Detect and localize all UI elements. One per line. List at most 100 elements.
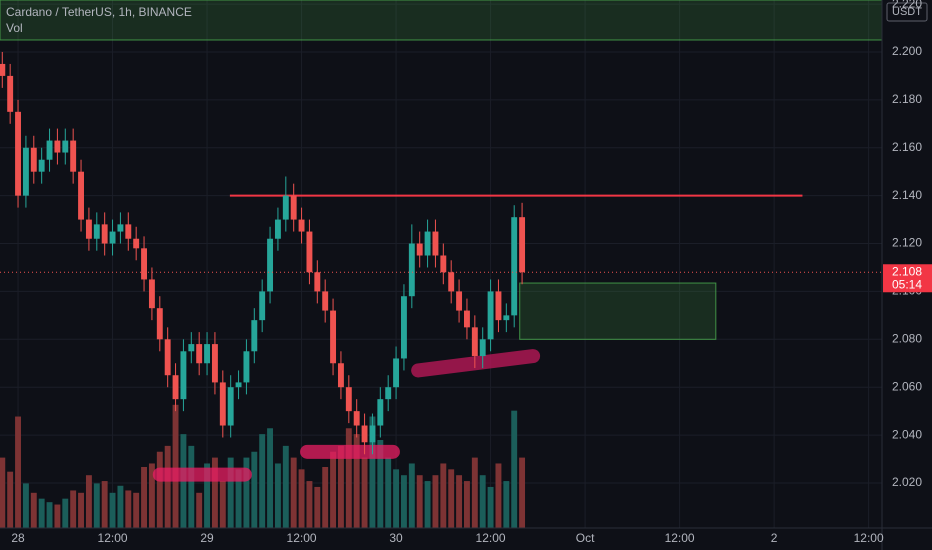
volume-bar [227,457,234,528]
x-tick-label: 12:00 [476,531,506,545]
volume-bar [393,469,400,528]
candle-body [46,140,53,160]
candle-body [282,195,289,220]
y-tick-label: 2.200 [892,44,922,58]
volume-bar [385,457,392,528]
candle-body [133,238,140,249]
candle-body [495,291,502,321]
volume-bar [243,457,250,528]
candle-body [180,351,187,400]
currency[interactable]: USDT [892,6,922,18]
volume-bar [125,490,132,528]
volume-bar [424,481,431,528]
candle-body [314,272,321,292]
volume-bar [495,463,502,528]
symbol-title: Cardano / TetherUS, 1h, BINANCE [6,5,192,19]
x-tick-label: 30 [389,531,403,545]
volume-bar [54,504,61,528]
volume-bar [416,475,423,528]
last-price-box [883,264,932,293]
candle-body [219,382,226,426]
candle-body [62,140,69,153]
volume-bar [15,416,21,528]
candle-body [330,310,337,364]
volume-bar [188,445,195,528]
last-price-label: 2.108 [892,264,922,278]
candle-body [298,219,305,232]
candle-body [400,296,407,359]
volume-bar [46,502,53,528]
volume-label: Vol [6,21,23,35]
volume-bar [463,481,470,528]
candle-body [196,344,203,364]
volume-bar [7,471,14,528]
volume-bar [330,451,337,528]
volume-bar [290,457,297,528]
candle-body [0,63,6,76]
candle-body [141,248,147,280]
volume-bar [314,486,321,528]
y-tick-label: 2.060 [892,379,922,393]
volume-bar [172,404,179,528]
candle-body [85,219,92,239]
y-tick-label: 2.140 [892,188,922,202]
candle-body [345,387,352,412]
volume-bar [479,475,486,528]
candle-body [204,344,211,364]
volume-bar [448,469,455,528]
candle-body [259,291,266,321]
candle-body [211,344,218,383]
candle-body [471,327,478,357]
volume-bar [487,486,494,528]
candle-body [361,425,368,443]
candle-body [156,308,163,340]
candle-body [448,272,455,292]
candle-body [377,399,384,426]
volume-bar [471,457,478,528]
candle-body [38,159,45,172]
volume-bar [274,463,281,528]
candle-body [109,231,116,244]
candle-body [274,219,281,239]
candle-body [15,111,21,196]
volume-bar [353,434,360,528]
volume-bar [30,492,37,528]
volume-bar [109,492,116,528]
candle-body [511,217,518,316]
volume-bar [503,481,510,528]
volume-bar [282,445,289,528]
candle-body [93,224,100,239]
candle-body [456,291,463,311]
candle-body [78,171,84,220]
candle-body [463,310,470,328]
candle-body [432,231,439,256]
y-tick-label: 2.040 [892,427,922,441]
volume-bar [322,466,329,528]
volume-bar [133,492,140,528]
currency-box[interactable] [886,2,928,22]
volume-bar [62,498,69,528]
volume-bar [38,498,45,528]
volume-bar [345,428,352,528]
y-tick-label: 2.020 [892,475,922,489]
candle-body [148,279,155,309]
candle-body [503,315,510,321]
volume-bar [85,475,92,528]
volume-bar [164,445,171,528]
candle-body [385,387,392,400]
volume-bar [432,475,439,528]
candle-body [117,224,124,232]
volume-bar [78,492,84,528]
volume-bar [219,481,226,528]
volume-bar [267,428,274,528]
candle-body [393,358,400,388]
volume-bar [456,475,463,528]
volume-bar [337,445,344,528]
volume-bar [101,481,108,528]
candle-body [54,140,61,153]
candle-body [22,147,29,196]
x-tick-label: 12:00 [287,531,317,545]
candle-body [424,231,431,256]
candle-body [369,425,376,443]
